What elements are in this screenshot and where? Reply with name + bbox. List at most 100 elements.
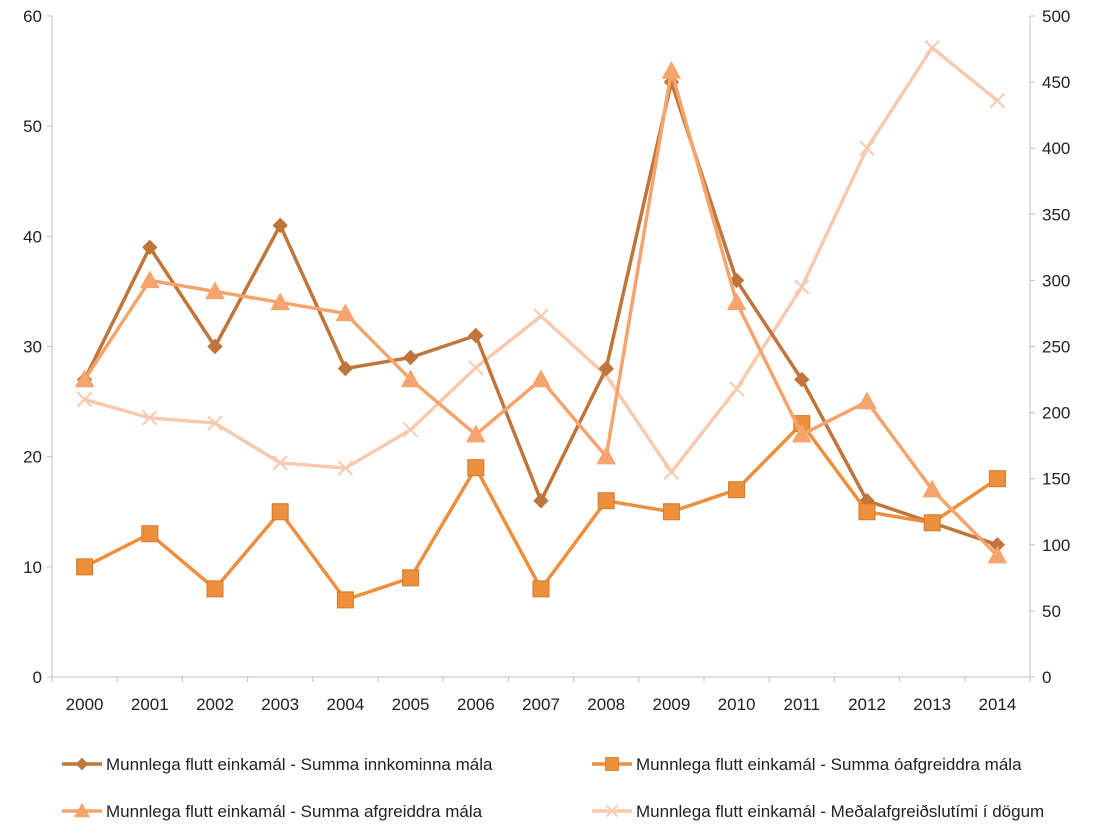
legend-item: Munnlega flutt einkamál - Summa afgreidd… — [62, 802, 483, 821]
point-triangle — [661, 61, 682, 79]
point-diamond — [533, 493, 549, 509]
y-left-tick-label: 50 — [23, 117, 42, 136]
point-x-stroke — [663, 464, 680, 480]
point-x-stroke — [337, 460, 354, 476]
y-left-tick-label: 40 — [23, 227, 42, 246]
point-x — [859, 140, 875, 156]
point-triangle — [335, 303, 356, 322]
point-x-stroke — [859, 140, 875, 156]
point-x-stroke — [142, 410, 158, 426]
legend-item: Munnlega flutt einkamál - Summa óafgreid… — [592, 755, 1022, 774]
x-tick-label: 2009 — [652, 695, 690, 714]
series-4 — [76, 40, 1006, 480]
y-right-tick-label: 100 — [1042, 536, 1070, 555]
point-square — [858, 503, 876, 521]
point-square — [141, 525, 159, 543]
x-tick-label: 2002 — [196, 695, 234, 714]
y-right-tick-label: 0 — [1042, 668, 1051, 687]
point-diamond — [468, 327, 484, 344]
point-diamond — [75, 757, 89, 771]
legend-label: Munnlega flutt einkamál - Summa afgreidd… — [106, 802, 483, 821]
point-square — [76, 558, 94, 576]
point-x-stroke — [728, 381, 745, 397]
y-right-tick-label: 300 — [1042, 271, 1070, 290]
x-tick-label: 2012 — [848, 695, 886, 714]
y-right-tick-label: 50 — [1042, 602, 1061, 621]
x-tick-label: 2000 — [66, 695, 104, 714]
point-x — [468, 359, 484, 376]
y-right-tick-label: 150 — [1042, 470, 1070, 489]
point-diamond — [337, 360, 354, 377]
point-diamond — [272, 217, 288, 234]
point-x — [989, 92, 1006, 109]
point-square — [728, 481, 746, 499]
point-square — [336, 591, 354, 609]
point-square — [605, 757, 619, 771]
series-line — [83, 80, 998, 547]
y-left-tick-label: 60 — [23, 7, 42, 26]
x-tick-label: 2014 — [978, 695, 1016, 714]
point-x-stroke — [924, 40, 940, 56]
y-left-tick-label: 30 — [23, 338, 42, 357]
point-diamond — [598, 360, 614, 377]
legend-label: Munnlega flutt einkamál - Meðalafgreiðsl… — [636, 802, 1044, 821]
point-square — [532, 580, 550, 598]
x-tick-label: 2011 — [784, 695, 821, 714]
x-tick-label: 2003 — [261, 695, 299, 714]
y-right-tick-label: 500 — [1042, 7, 1070, 26]
point-x — [663, 464, 680, 480]
point-x-stroke — [207, 415, 223, 431]
x-tick-label: 2007 — [522, 695, 560, 714]
point-triangle — [74, 369, 95, 388]
point-triangle — [987, 545, 1008, 564]
point-diamond — [207, 338, 223, 355]
point-square — [467, 459, 485, 477]
series-2 — [76, 415, 1006, 609]
point-x-stroke — [76, 391, 93, 408]
point-x — [605, 804, 619, 818]
point-x — [142, 410, 158, 426]
point-triangle — [857, 391, 877, 410]
x-tick-label: 2004 — [326, 695, 364, 714]
series-3 — [74, 61, 1008, 564]
point-triangle — [400, 369, 421, 388]
point-triangle — [726, 292, 747, 311]
point-triangle — [531, 369, 551, 388]
y-left-tick-label: 10 — [23, 558, 42, 577]
point-x — [924, 40, 940, 56]
legend-item: Munnlega flutt einkamál - Summa innkomin… — [62, 755, 493, 774]
x-tick-label: 2008 — [587, 695, 625, 714]
point-x — [728, 381, 745, 397]
point-diamond — [402, 349, 419, 366]
point-x — [337, 460, 354, 476]
x-tick-label: 2005 — [392, 695, 430, 714]
point-x-stroke — [989, 92, 1006, 109]
point-triangle — [596, 446, 617, 465]
point-x — [402, 422, 419, 438]
point-x-stroke — [794, 279, 810, 295]
point-triangle — [73, 802, 91, 818]
point-triangle — [791, 424, 812, 443]
y-right-tick-label: 200 — [1042, 404, 1070, 423]
y-right-tick-label: 350 — [1042, 205, 1070, 224]
point-x-stroke — [402, 422, 419, 438]
point-x-stroke — [605, 804, 619, 818]
point-square — [271, 503, 289, 521]
point-square — [988, 470, 1006, 488]
x-tick-label: 2013 — [913, 695, 951, 714]
y-right-tick-label: 250 — [1042, 338, 1070, 357]
point-x-stroke — [272, 455, 288, 471]
point-diamond — [142, 239, 158, 256]
series-line — [83, 69, 999, 558]
legend-item: Munnlega flutt einkamál - Meðalafgreiðsl… — [592, 802, 1044, 821]
point-diamond — [794, 371, 810, 388]
point-square — [597, 492, 615, 510]
y-right-tick-label: 450 — [1042, 73, 1070, 92]
point-x-stroke — [533, 308, 549, 324]
legend-label: Munnlega flutt einkamál - Summa innkomin… — [106, 755, 493, 774]
legend-label: Munnlega flutt einkamál - Summa óafgreid… — [636, 755, 1022, 774]
point-x — [272, 455, 288, 471]
point-x — [76, 391, 93, 408]
x-tick-label: 2010 — [718, 695, 756, 714]
